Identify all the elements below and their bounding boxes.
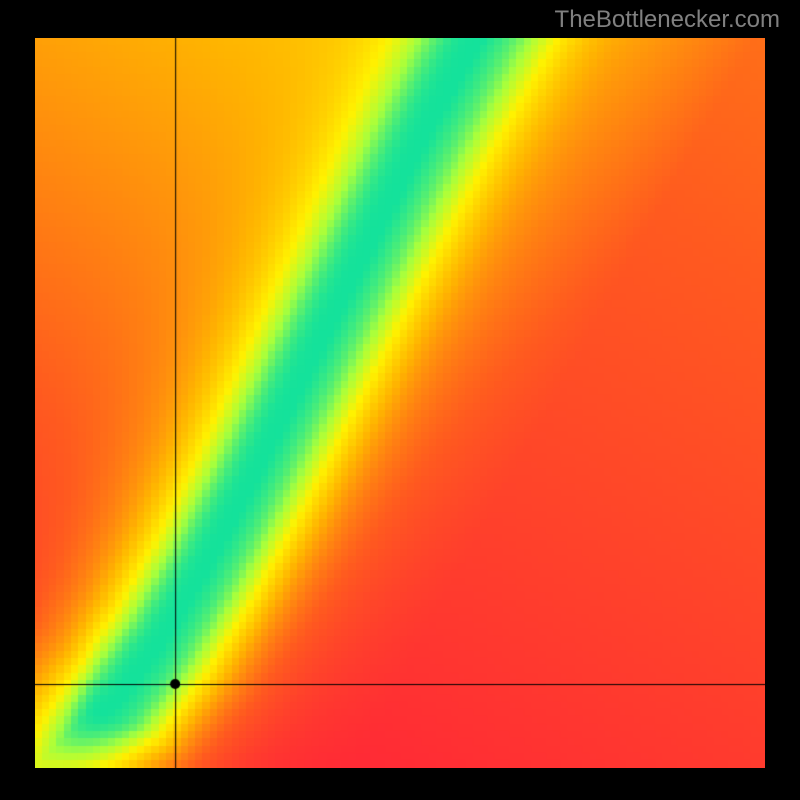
chart-container: TheBottlenecker.com: [0, 0, 800, 800]
watermark-text: TheBottlenecker.com: [555, 6, 780, 34]
bottleneck-heatmap: [35, 38, 765, 768]
